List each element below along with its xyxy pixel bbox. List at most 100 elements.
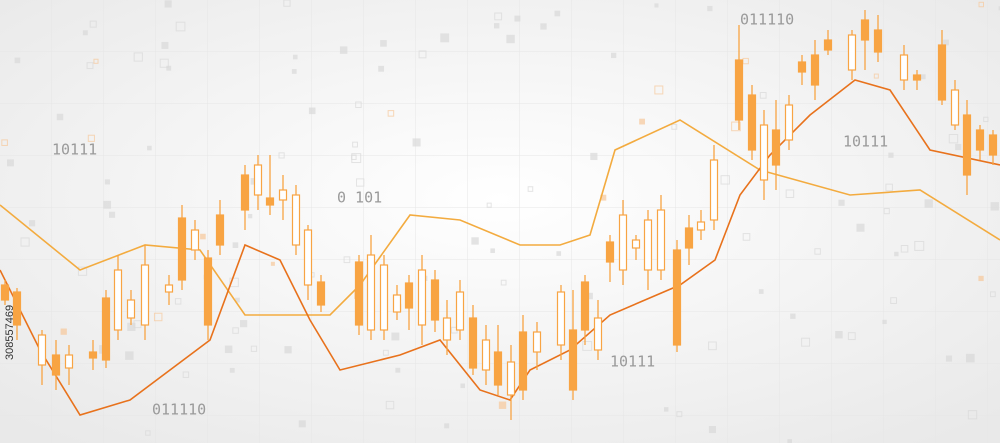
candle-body <box>88 351 98 359</box>
candle-body <box>265 197 275 206</box>
decor-square <box>978 275 984 282</box>
decor-square <box>232 242 239 248</box>
decor-square <box>339 46 348 54</box>
candle-body <box>215 214 225 246</box>
decor-square <box>924 199 933 208</box>
candle-body <box>823 39 833 51</box>
decor-square <box>284 346 292 354</box>
decor-square <box>527 186 534 192</box>
candle-body <box>556 291 566 346</box>
decor-square <box>708 426 716 434</box>
candle-body <box>164 284 174 293</box>
decor-square <box>89 20 97 28</box>
candle-body <box>696 221 706 231</box>
decor-square <box>586 292 593 300</box>
decor-square <box>356 178 365 187</box>
decor-square <box>998 6 1000 11</box>
decor-square <box>292 54 298 60</box>
candle-body <box>253 164 263 196</box>
decor-square <box>554 10 561 17</box>
candle-body <box>810 54 820 86</box>
candle-body <box>203 257 213 326</box>
decor-square <box>240 320 248 328</box>
code-text: 011110 <box>152 401 206 419</box>
candle-body <box>442 317 452 341</box>
decor-square <box>894 251 899 257</box>
decor-square <box>87 134 95 142</box>
candle-body <box>618 214 628 271</box>
decor-square <box>600 194 607 201</box>
decor-square <box>20 237 30 247</box>
candle-body <box>51 354 61 376</box>
decor-square <box>60 328 67 335</box>
decor-square <box>145 430 151 436</box>
decor-square <box>888 152 894 158</box>
decor-square <box>7 159 14 167</box>
decor-square <box>965 353 975 363</box>
decor-square <box>990 202 999 211</box>
decor-square <box>707 5 713 12</box>
decor-square <box>147 145 152 151</box>
decor-square <box>28 220 36 227</box>
decor-square <box>387 110 395 117</box>
decor-square <box>978 1 984 8</box>
decor-square <box>838 199 845 206</box>
decor-square <box>77 266 88 276</box>
decor-square <box>444 423 450 429</box>
decor-square <box>161 41 169 49</box>
decor-square <box>418 50 427 59</box>
decor-square <box>835 330 843 339</box>
decor-square <box>914 240 925 251</box>
decor-square <box>224 345 233 354</box>
decor-square <box>790 313 796 319</box>
candle-body <box>593 317 603 351</box>
candle-body <box>568 329 578 391</box>
decor-square <box>945 355 953 362</box>
candle-body <box>493 351 503 386</box>
decor-square <box>610 52 617 59</box>
candle-body <box>734 59 744 121</box>
decor-square <box>395 367 401 373</box>
decor-square <box>873 73 879 79</box>
candle-body <box>518 331 528 391</box>
candle-body <box>468 317 478 369</box>
decor-square <box>382 349 389 356</box>
decor-square <box>514 15 521 22</box>
decor-square <box>882 319 887 325</box>
decor-square <box>498 401 507 409</box>
decor-square <box>654 3 659 8</box>
trend-line <box>0 79 1000 416</box>
decor-square <box>663 407 669 412</box>
decor-square <box>235 297 240 303</box>
decor-square <box>590 152 598 161</box>
decor-square <box>540 23 547 30</box>
decor-square <box>556 251 562 256</box>
decor-square <box>232 327 239 334</box>
candle-body <box>379 264 389 331</box>
candle-body <box>417 269 427 326</box>
candle-body <box>481 339 491 371</box>
decor-square <box>731 121 741 132</box>
decor-square <box>847 332 856 341</box>
code-text: 011110 <box>740 11 794 29</box>
candle-body <box>631 239 641 249</box>
candle-body <box>580 281 590 331</box>
decor-square <box>506 34 515 44</box>
candle-body <box>950 89 960 126</box>
decor-square <box>943 39 949 46</box>
candle-body <box>771 129 781 166</box>
decor-square <box>582 341 593 351</box>
candle-body <box>392 294 402 313</box>
candle-body <box>759 124 769 181</box>
decor-square <box>270 261 275 266</box>
decor-square <box>801 337 811 347</box>
decor-square <box>654 85 664 95</box>
decor-square <box>920 74 926 80</box>
decor-square <box>355 101 362 109</box>
decor-square <box>494 23 500 29</box>
decor-square <box>385 400 395 410</box>
candle-body <box>303 229 313 286</box>
